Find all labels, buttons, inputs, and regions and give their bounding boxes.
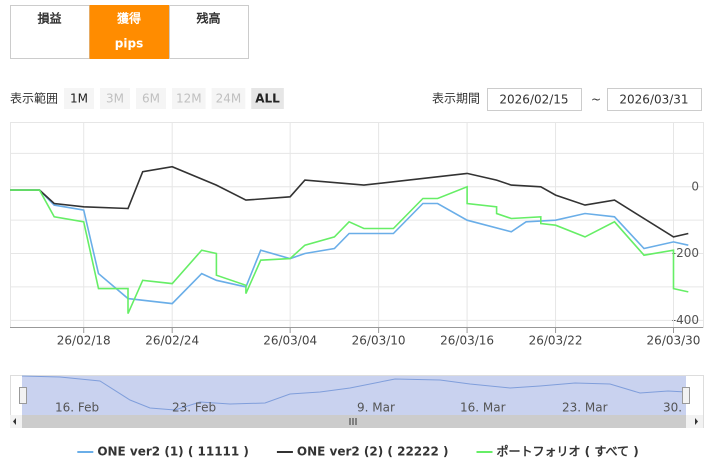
series-line (10, 185, 689, 314)
x-tick-label: 26/03/10 (352, 334, 406, 348)
navigator-label: 23. Mar (562, 401, 608, 415)
period-label: 表示期間 (432, 92, 480, 106)
scroll-left-arrow[interactable] (13, 418, 16, 425)
scrollbar-grip (349, 418, 357, 425)
legend-item[interactable]: ONE ver2 (1) ( 11111 ) (77, 445, 249, 459)
range-button: 12M (172, 88, 206, 109)
range-button[interactable]: ALL (251, 88, 284, 109)
date-from: 2026/02/15 (499, 93, 568, 107)
button-label: 12M (176, 92, 202, 106)
navigator-label: 16. Mar (460, 401, 506, 415)
legend-label: ONE ver2 (1) ( 11111 ) (97, 445, 249, 459)
tab[interactable] (89, 5, 170, 59)
button-bg (100, 88, 130, 109)
tab[interactable] (10, 5, 90, 59)
tab[interactable] (169, 5, 249, 59)
navigator-label: 30. (663, 401, 682, 415)
navigator-series (21, 375, 687, 411)
x-tick-label: 26/02/24 (145, 334, 199, 348)
scroll-right-arrow[interactable] (695, 418, 698, 425)
tab-label: pips (115, 37, 143, 51)
legend-item[interactable]: ポートフォリオ ( すべて ) (476, 444, 639, 459)
button-label: 1M (70, 92, 88, 106)
button-bg (172, 88, 206, 109)
date-input[interactable] (487, 88, 582, 111)
range-button: 3M (100, 88, 130, 109)
navigator-label: 16. Feb (55, 401, 99, 415)
date-to: 2026/03/31 (619, 93, 688, 107)
button-bg (64, 88, 94, 109)
date-input[interactable] (607, 88, 702, 111)
range-button: 24M (211, 88, 246, 109)
button-label: ALL (255, 92, 280, 106)
button-label: 3M (106, 92, 124, 106)
button-label: 6M (142, 92, 160, 106)
legend-label: ポートフォリオ ( すべて ) (497, 444, 639, 459)
x-tick-label: 26/02/18 (57, 334, 111, 348)
range-button[interactable]: 1M (64, 88, 94, 109)
range-button: 6M (136, 88, 166, 109)
series-line (10, 189, 689, 305)
legend-label: ONE ver2 (2) ( 22222 ) (297, 445, 449, 459)
tab-label: 損益 (37, 11, 61, 26)
period-separator: ~ (591, 93, 601, 107)
navigator-handle[interactable] (19, 387, 27, 404)
tab-label: 残高 (196, 11, 220, 26)
legend-item[interactable]: ONE ver2 (2) ( 22222 ) (276, 445, 449, 459)
series-line (10, 165, 689, 238)
y-tick-label: -200 (672, 246, 699, 260)
tab-label: 獲得 (117, 11, 141, 26)
navigator-selection[interactable] (22, 376, 686, 415)
navigator-label: 23. Feb (172, 401, 216, 415)
y-tick-label: -400 (672, 313, 699, 327)
x-tick-label: 26/03/30 (647, 334, 701, 348)
button-bg (136, 88, 166, 109)
x-tick-label: 26/03/22 (529, 334, 583, 348)
button-bg (251, 88, 284, 109)
navigator-handle[interactable] (682, 387, 690, 404)
x-tick-label: 26/03/04 (263, 334, 317, 348)
button-bg (211, 88, 246, 109)
y-tick-label: 0 (691, 179, 699, 193)
scrollbar-thumb[interactable] (22, 415, 686, 428)
button-label: 24M (216, 92, 242, 106)
range-label: 表示範囲 (10, 91, 58, 106)
navigator[interactable]: 16. Feb 23. Feb 9. Mar 16. Mar 23. Mar 30. (10, 375, 704, 429)
x-tick-label: 26/03/16 (440, 334, 494, 348)
navigator-label: 9. Mar (357, 401, 395, 415)
